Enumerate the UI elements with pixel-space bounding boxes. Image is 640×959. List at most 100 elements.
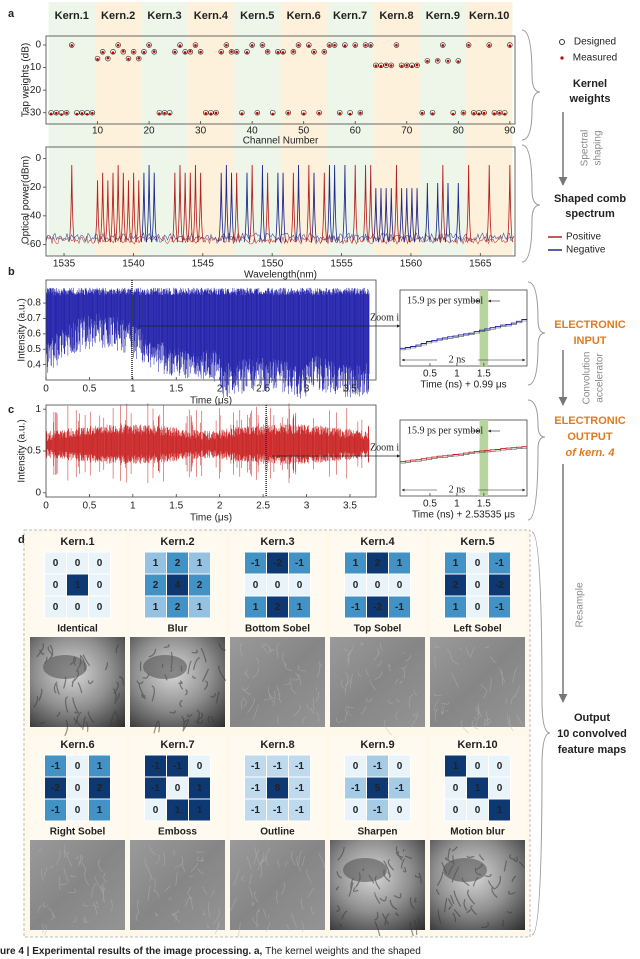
comb-line bbox=[109, 172, 117, 243]
measured-point bbox=[281, 51, 285, 54]
comb-line bbox=[248, 164, 256, 243]
designed-point bbox=[239, 109, 245, 116]
kernel-value: 0 bbox=[53, 602, 59, 613]
feature-texture bbox=[143, 655, 187, 679]
kernel-value: 0 bbox=[97, 558, 103, 569]
x-tick-label: 40 bbox=[247, 126, 259, 137]
kernel-value: -2 bbox=[273, 558, 282, 569]
side-label: Convolution bbox=[582, 352, 593, 405]
designed-point bbox=[53, 109, 60, 116]
x-tick-label: 90 bbox=[504, 126, 516, 137]
kernel-value: 1 bbox=[97, 805, 103, 816]
caption: ure 4 | Experimental results of the imag… bbox=[0, 946, 421, 957]
y-tick-label: 0.4 bbox=[27, 359, 41, 370]
designed-point bbox=[507, 42, 513, 48]
y-tick-label: -30 bbox=[27, 107, 42, 118]
inset-trace bbox=[400, 447, 528, 464]
comb-line bbox=[362, 164, 369, 243]
feature-map bbox=[230, 637, 325, 727]
kernel-value: 0 bbox=[197, 761, 203, 772]
x-tick-label: 2 bbox=[217, 501, 223, 512]
kernel-value: 1 bbox=[475, 783, 481, 794]
caption-part: The kernel weights and the shaped bbox=[265, 946, 421, 957]
measured-point bbox=[158, 112, 161, 115]
caption-part: a, bbox=[251, 946, 265, 957]
kernel-value: 0 bbox=[397, 761, 403, 772]
measured-point bbox=[127, 57, 130, 61]
measured-point bbox=[369, 44, 372, 47]
feature-map bbox=[130, 637, 225, 727]
measured-point bbox=[487, 44, 491, 47]
side-label: weights bbox=[569, 93, 611, 105]
measured-point bbox=[379, 64, 383, 68]
signal-trace bbox=[45, 403, 370, 483]
comb-line bbox=[181, 172, 189, 243]
designed-point bbox=[130, 49, 137, 55]
measured-point bbox=[395, 43, 398, 47]
kernel-header: Kern.7 bbox=[333, 10, 367, 22]
kernel-card: Kern.10 1 0 0 0 1 0 0 0 1 Motion blur bbox=[430, 736, 525, 931]
feature-map bbox=[130, 840, 225, 930]
axes-frame bbox=[45, 279, 377, 381]
feature-texture bbox=[433, 644, 523, 734]
y-tick-label: 0.5 bbox=[27, 446, 41, 457]
kernel-cell bbox=[388, 595, 411, 619]
designed-point bbox=[388, 62, 395, 69]
comb-line bbox=[403, 188, 411, 243]
designed-point bbox=[337, 109, 343, 116]
kernel-value: 1 bbox=[197, 602, 203, 613]
measured-point bbox=[137, 57, 141, 60]
designed-point bbox=[440, 42, 446, 48]
kernel-cell bbox=[488, 595, 511, 619]
designed-point bbox=[151, 49, 157, 55]
kernel-value: 2 bbox=[97, 783, 103, 794]
designed-point bbox=[414, 62, 420, 69]
kernel-value: -1 bbox=[295, 761, 304, 772]
designed-point bbox=[79, 109, 85, 116]
comb-line bbox=[233, 172, 241, 243]
kernel-value: 0 bbox=[497, 761, 503, 772]
kernel-value: 0 bbox=[75, 558, 81, 569]
y-axis-label: Optical power(dBm) bbox=[21, 156, 32, 244]
kernel-value: 2 bbox=[275, 602, 281, 613]
comb-line bbox=[140, 172, 148, 243]
feature-texture bbox=[443, 858, 487, 882]
measured-point bbox=[245, 51, 249, 54]
kernel-value: 0 bbox=[453, 805, 459, 816]
measured-point bbox=[462, 111, 465, 115]
kernel-value: 1 bbox=[453, 761, 459, 772]
x-axis-label: Time (ns) + 2.53535 μs bbox=[412, 510, 515, 521]
designed-point bbox=[89, 109, 96, 116]
designed-point bbox=[110, 49, 116, 55]
kernel-value: 0 bbox=[53, 558, 59, 569]
y-tick-label: 0.8 bbox=[27, 298, 41, 309]
designed-point bbox=[434, 58, 441, 64]
x-tick-label: 1 bbox=[130, 384, 136, 395]
comb-line bbox=[393, 164, 400, 243]
x-tick-label: 1565 bbox=[469, 259, 492, 270]
bracket bbox=[521, 29, 541, 141]
measured-point bbox=[106, 56, 110, 60]
designed-point bbox=[429, 109, 436, 116]
bracket bbox=[527, 399, 546, 521]
measured-point bbox=[384, 63, 388, 67]
comb-line bbox=[186, 172, 194, 243]
kernel-value: -1 bbox=[251, 761, 260, 772]
x-tick-label: 1560 bbox=[400, 259, 423, 270]
kernel-value: 1 bbox=[175, 805, 181, 816]
comb-line bbox=[119, 172, 127, 243]
x-tick-label: 0 bbox=[43, 501, 49, 512]
kernel-value: -1 bbox=[395, 602, 404, 613]
designed-point bbox=[228, 49, 235, 55]
inset-trace bbox=[400, 320, 528, 351]
measured-point bbox=[312, 50, 316, 54]
designed-point bbox=[254, 109, 261, 116]
x-tick-label: 50 bbox=[298, 126, 310, 137]
bracket bbox=[531, 531, 551, 936]
bracket bbox=[521, 144, 541, 263]
side-label: 10 convolved bbox=[557, 728, 627, 740]
comb-line bbox=[150, 172, 158, 243]
caption-part: ure 4 | Experimental results of the imag… bbox=[0, 946, 251, 957]
